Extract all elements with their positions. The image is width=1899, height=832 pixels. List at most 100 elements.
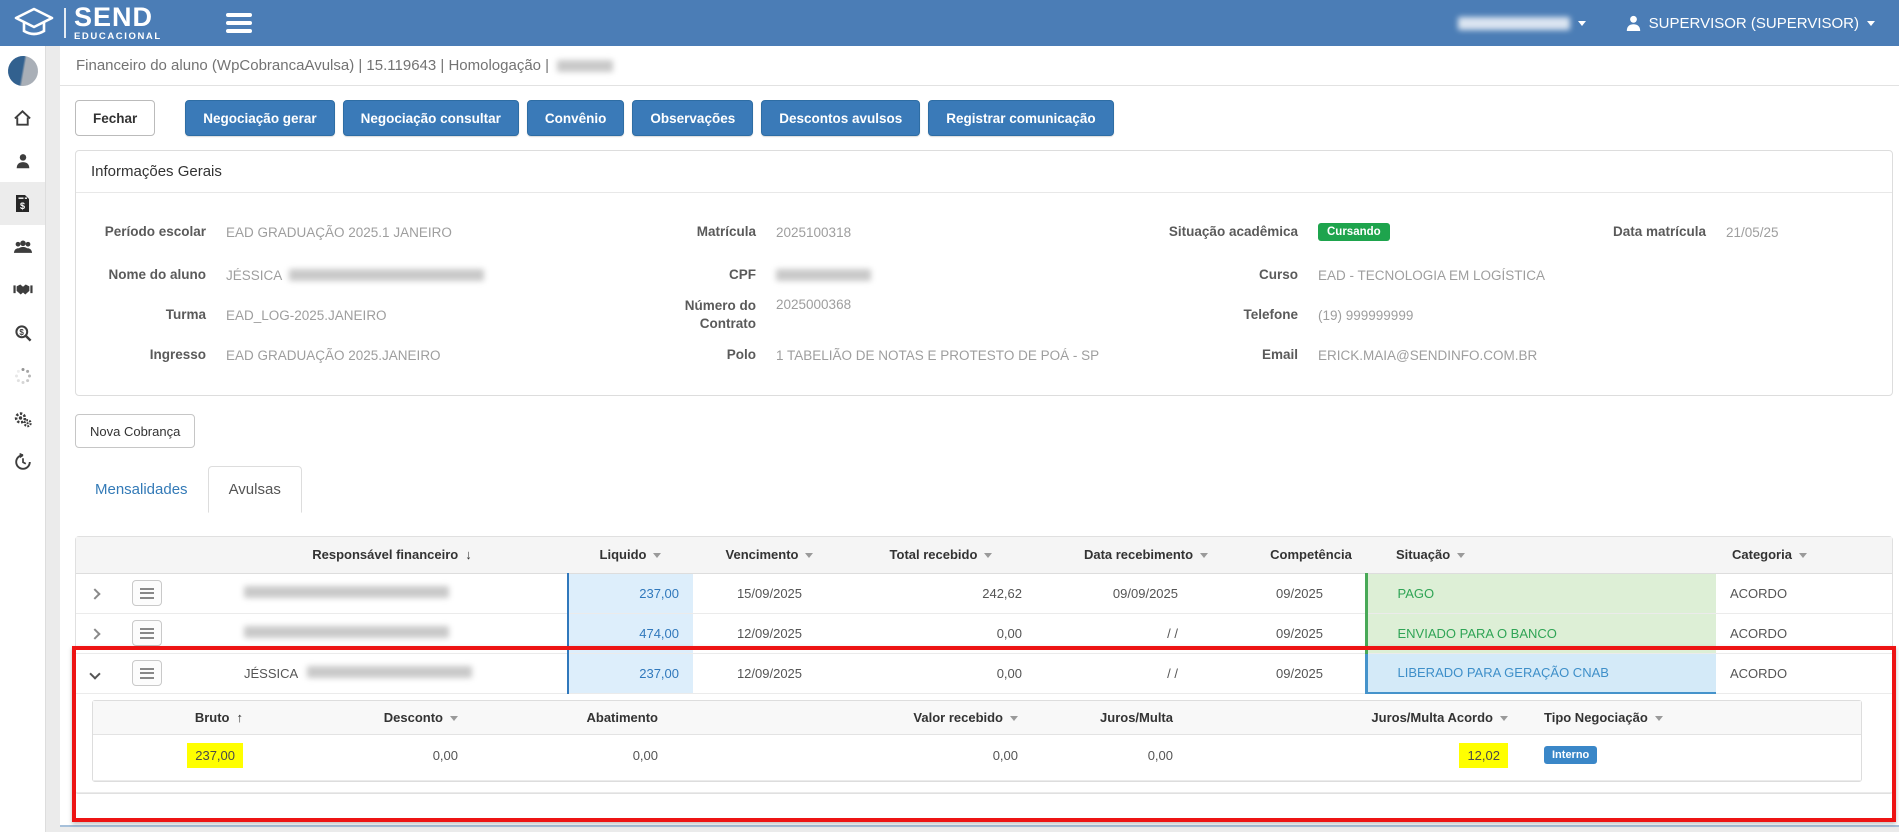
negociacao-consultar-button[interactable]: Negociação consultar	[342, 100, 519, 136]
email-label: Email	[1261, 346, 1298, 362]
cell-juros-multa: 0,00	[1048, 734, 1203, 781]
expand-chevron-icon[interactable]	[89, 627, 101, 640]
gears-icon	[13, 410, 32, 428]
filter-caret-icon	[1457, 553, 1466, 559]
cell-juros-multa-acordo: 12,02	[1203, 734, 1538, 781]
tab-mensalidades[interactable]: Mensalidades	[95, 481, 188, 498]
cell-tipo-negociacao: Interno	[1538, 734, 1861, 781]
main-content: Financeiro do aluno (WpCobrancaAvulsa) |…	[60, 46, 1899, 827]
fechar-button[interactable]: Fechar	[75, 100, 156, 136]
sidebar-item-financial[interactable]: $	[0, 182, 45, 225]
observacoes-button[interactable]: Observações	[632, 100, 754, 136]
collapse-chevron-icon[interactable]	[89, 667, 101, 680]
top-navbar: SEND EDUCACIONAL SUPERVISOR (SUPERVISOR)	[0, 0, 1899, 46]
col-competencia[interactable]: Competência	[1256, 537, 1366, 574]
handshake-icon	[12, 282, 33, 297]
sidebar-item-home[interactable]	[0, 96, 45, 139]
filter-caret-icon	[1500, 715, 1508, 721]
cell-situacao: LIBERADO PARA GERAÇÃO CNAB	[1364, 653, 1716, 694]
cell-total-recebido: 0,00	[846, 653, 1036, 694]
col-total-recebido[interactable]: Total recebido	[846, 537, 1036, 574]
sidebar-item-student[interactable]	[0, 139, 45, 182]
cell-categoria: ACORDO	[1716, 653, 1892, 694]
navbar-redacted-item[interactable]	[1457, 16, 1586, 30]
panel-title: Informações Gerais	[76, 151, 1892, 193]
col-responsavel[interactable]: Responsável financeiro	[216, 537, 568, 574]
col-vencimento[interactable]: Vencimento	[693, 537, 846, 574]
col-liquido[interactable]: Liquido	[568, 537, 693, 574]
telefone-label: Telefone	[1243, 306, 1298, 322]
filter-caret-icon	[805, 553, 814, 559]
col-categoria[interactable]: Categoria	[1716, 537, 1892, 574]
cell-situacao: ENVIADO PARA O BANCO	[1364, 613, 1716, 654]
cell-data-recebimento: / /	[1036, 613, 1256, 654]
nova-cobranca-button[interactable]: Nova Cobrança	[75, 414, 196, 448]
cell-liquido: 474,00	[567, 613, 693, 654]
col-bruto[interactable]: Bruto	[93, 701, 273, 735]
filter-caret-icon	[1654, 715, 1663, 721]
brand-subtitle: EDUCACIONAL	[74, 31, 162, 43]
redacted-text	[244, 585, 449, 598]
filter-caret-icon	[653, 553, 662, 559]
person-icon	[14, 152, 32, 170]
data-matricula-label: Data matrícula	[1612, 223, 1706, 239]
hamburger-menu-icon[interactable]	[225, 13, 252, 33]
redacted-text	[307, 665, 473, 678]
periodo-escolar-value: EAD GRADUAÇÃO 2025.1 JANEIRO	[226, 224, 452, 240]
search-dollar-icon: $	[14, 324, 32, 342]
table-row: 237,00 15/09/2025 242,62 09/09/2025 09/2…	[76, 573, 1892, 614]
col-tipo-negociacao[interactable]: Tipo Negociação	[1538, 701, 1861, 735]
cell-data-recebimento: 09/09/2025	[1036, 573, 1256, 614]
sidebar-item-financial-search[interactable]: $	[0, 311, 45, 354]
billing-tabs: Mensalidades Avulsas	[75, 466, 1893, 513]
ingresso-value: EAD GRADUAÇÃO 2025.JANEIRO	[226, 347, 441, 363]
registrar-comunicacao-button[interactable]: Registrar comunicação	[928, 100, 1114, 136]
col-valor-recebido[interactable]: Valor recebido	[688, 701, 1048, 735]
filter-caret-icon	[450, 715, 458, 721]
redacted-text	[289, 269, 485, 281]
cell-competencia: 09/2025	[1256, 653, 1366, 694]
cell-liquido: 237,00	[567, 573, 693, 614]
sidebar-item-history[interactable]	[0, 440, 45, 483]
cell-situacao: PAGO	[1364, 573, 1716, 614]
col-juros-multa-acordo[interactable]: Juros/Multa Acordo	[1203, 701, 1538, 735]
col-abatimento[interactable]: Abatimento	[488, 701, 688, 735]
tab-avulsas[interactable]: Avulsas	[207, 466, 302, 513]
table-row: 474,00 12/09/2025 0,00 / / 09/2025 ENVIA…	[76, 613, 1892, 654]
cpf-label: CPF	[729, 266, 756, 282]
user-menu[interactable]: SUPERVISOR (SUPERVISOR)	[1626, 15, 1875, 32]
col-situacao[interactable]: Situação	[1366, 537, 1716, 574]
row-menu-button[interactable]	[132, 580, 162, 606]
cell-vencimento: 12/09/2025	[693, 653, 846, 694]
redacted-text	[776, 269, 871, 281]
cell-total-recebido: 0,00	[846, 613, 1036, 654]
expand-chevron-icon[interactable]	[89, 587, 101, 600]
user-icon	[1626, 15, 1641, 31]
detail-values-row: 237,00 0,00 0,00 0,00 0,00 12,02 Interno	[93, 734, 1861, 781]
sidebar-item-agreements[interactable]	[0, 268, 45, 311]
brand-logo: SEND EDUCACIONAL	[0, 4, 162, 42]
cell-liquido: 237,00	[567, 653, 693, 694]
col-data-recebimento[interactable]: Data recebimento	[1036, 537, 1256, 574]
informacoes-gerais-panel: Informações Gerais Período escolar EAD G…	[75, 150, 1893, 396]
cell-vencimento: 12/09/2025	[693, 613, 846, 654]
curso-value: EAD - TECNOLOGIA EM LOGÍSTICA	[1318, 267, 1546, 283]
sidebar-item-settings[interactable]	[0, 397, 45, 440]
nome-aluno-value: JÉSSICA	[206, 268, 626, 283]
expanded-detail-row: Bruto Desconto Abatimento Valor recebido…	[76, 693, 1892, 793]
col-juros-multa[interactable]: Juros/Multa	[1048, 701, 1203, 735]
telefone-value: (19) 999999999	[1318, 307, 1414, 323]
row-menu-button[interactable]	[132, 660, 162, 686]
col-desconto[interactable]: Desconto	[273, 701, 488, 735]
convenio-button[interactable]: Convênio	[526, 100, 625, 136]
row-menu-button[interactable]	[132, 620, 162, 646]
negociacao-gerar-button[interactable]: Negociação gerar	[185, 100, 335, 136]
sidebar-item-groups[interactable]	[0, 225, 45, 268]
cell-responsavel: JÉSSICA	[216, 653, 568, 694]
users-group-icon	[13, 238, 33, 255]
cell-categoria: ACORDO	[1716, 613, 1892, 654]
cell-desconto: 0,00	[273, 734, 488, 781]
descontos-avulsos-button[interactable]: Descontos avulsos	[761, 100, 921, 136]
numero-contrato-label: Número do Contrato	[684, 297, 756, 331]
sidebar-item-processes[interactable]	[0, 354, 45, 397]
